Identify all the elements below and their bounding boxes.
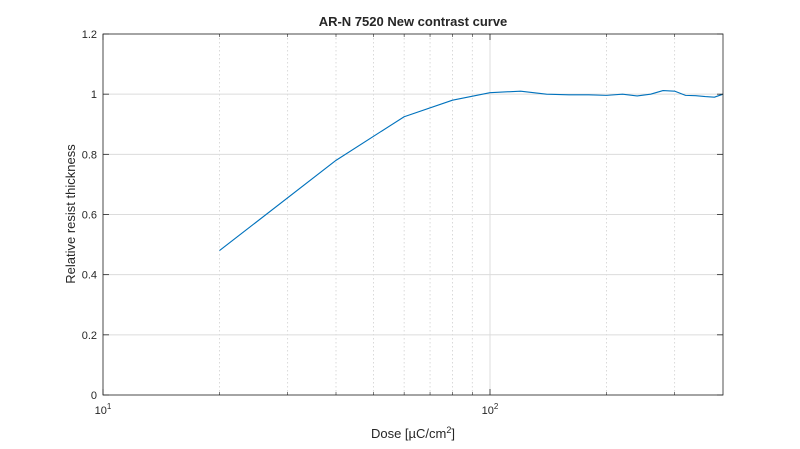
y-tick-label: 0 [91, 390, 97, 402]
contrast-curve-line [219, 90, 724, 252]
x-tick-label-base: 10 [95, 405, 107, 417]
y-tick-label: 1 [91, 89, 97, 101]
y-tick-label: 0.8 [82, 149, 97, 161]
chart-title: AR-N 7520 New contrast curve [319, 14, 508, 29]
x-axis-label-suffix: ] [451, 426, 455, 441]
x-axis-label: Dose [µC/cm2] [371, 425, 455, 441]
x-tick-label-exponent: 2 [494, 402, 499, 411]
x-tick-label: 102 [482, 402, 499, 417]
x-axis-label-superscript: 2 [446, 425, 451, 435]
y-tick-label: 0.6 [82, 210, 97, 222]
series-layer [219, 90, 724, 252]
x-tick-label: 101 [95, 402, 112, 417]
x-tick-label-base: 10 [482, 405, 494, 417]
x-axis-label-text: Dose [µC/cm [371, 426, 446, 441]
y-tick-label: 1.2 [82, 29, 97, 41]
y-tick-label: 0.4 [82, 270, 97, 282]
x-tick-label-exponent: 1 [107, 402, 112, 411]
y-axis-label: Relative resist thickness [63, 144, 78, 284]
y-tick-label: 0.2 [82, 330, 97, 342]
tick-marks [102, 33, 723, 396]
